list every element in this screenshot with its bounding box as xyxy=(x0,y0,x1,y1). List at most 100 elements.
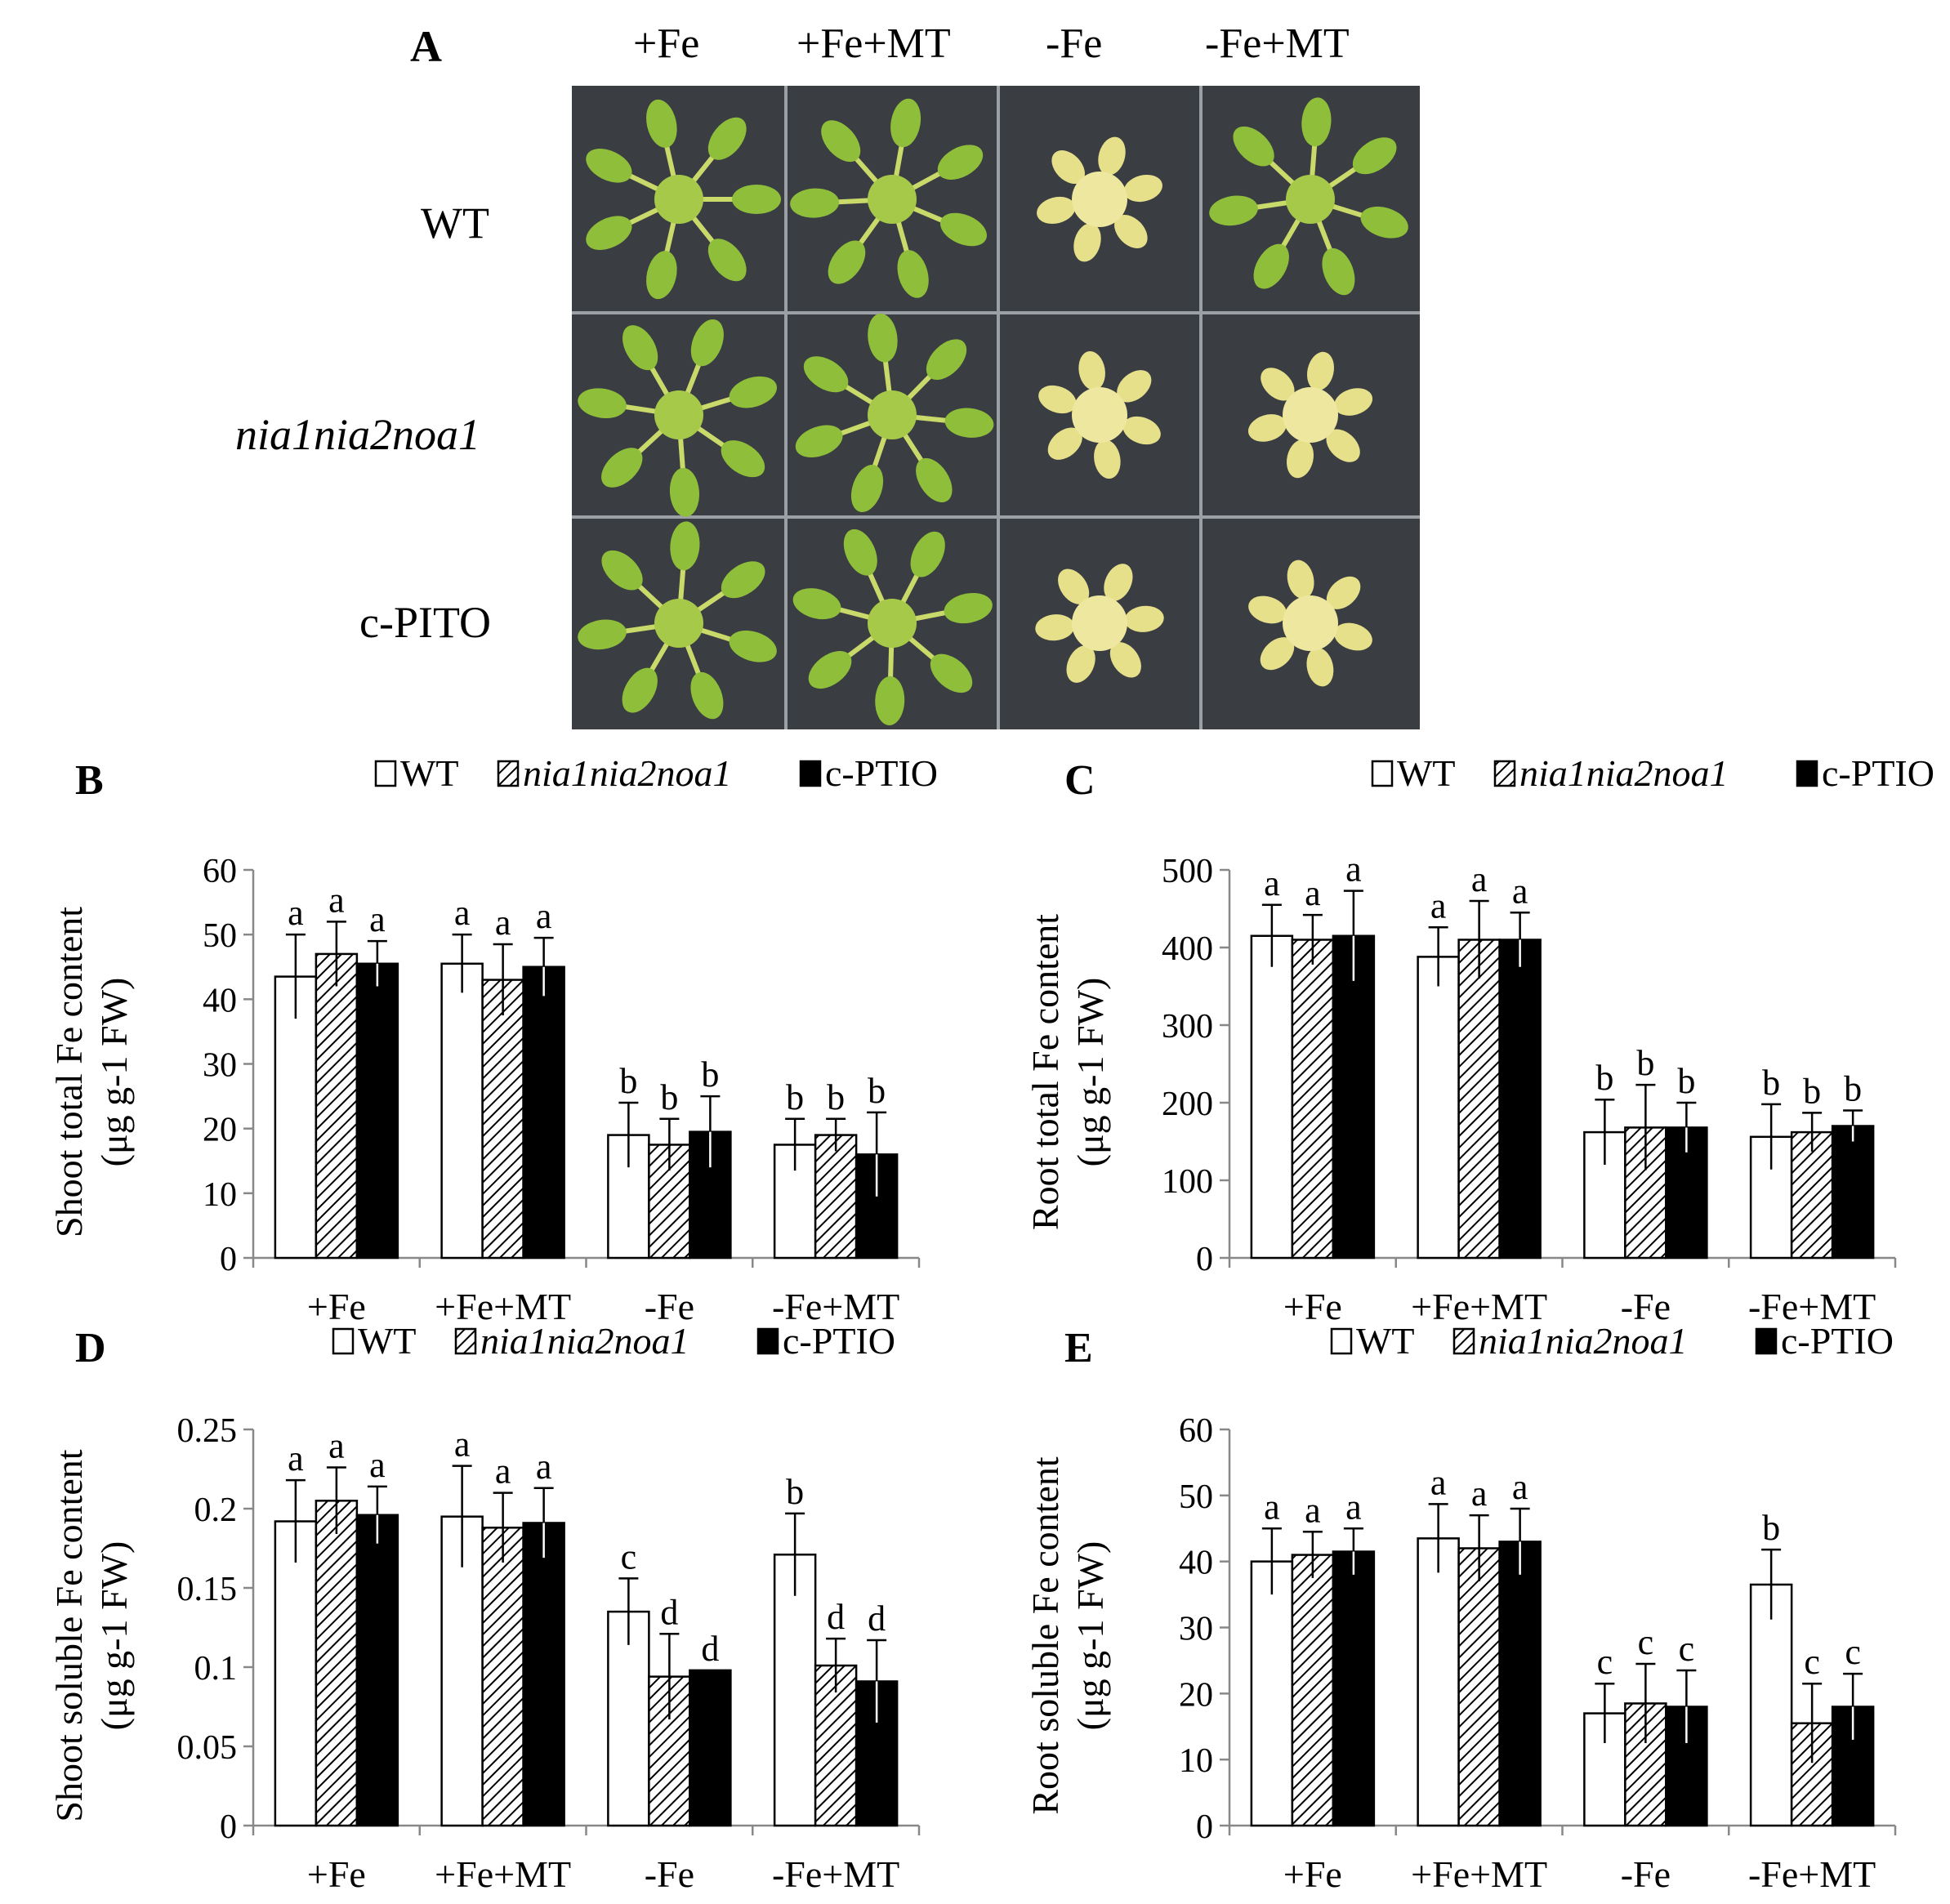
significance-letter: b xyxy=(1762,1508,1780,1548)
y-tick-label: 50 xyxy=(1179,1478,1213,1516)
y-tick-label: 10 xyxy=(203,1176,237,1214)
seedling-r0-c0 xyxy=(586,99,781,300)
significance-letter: c xyxy=(1804,1642,1820,1682)
y-axis-label: Root soluble Fe content (μg g-1 FW) xyxy=(1024,1456,1111,1814)
y-tick-label: 500 xyxy=(1162,853,1213,890)
seedling-r0-c1 xyxy=(790,98,988,298)
significance-letter: a xyxy=(328,1426,345,1466)
x-tick-label: +Fe+MT xyxy=(1411,1853,1547,1895)
y-tick-label: 0 xyxy=(1196,1241,1213,1278)
error-bar xyxy=(618,1101,639,1168)
legend-swatch-0 xyxy=(374,760,397,787)
seedling-r2-c2 xyxy=(1035,564,1164,683)
error-bar xyxy=(452,933,472,993)
significance-letter: a xyxy=(495,903,511,943)
bar-WT-0 xyxy=(274,1520,318,1827)
significance-letter: b xyxy=(827,1077,845,1117)
bar-c-PTIO-3 xyxy=(1831,1706,1875,1827)
legend-label-1: nia1nia2noa1 xyxy=(1479,1320,1688,1362)
svg-text:(μg g-1 FW): (μg g-1 FW) xyxy=(1069,1541,1111,1731)
legend-label-2: c-PTIO xyxy=(783,1320,895,1362)
significance-letter: a xyxy=(1512,871,1528,911)
error-bar xyxy=(367,1485,387,1544)
svg-text:(μg g-1 FW): (μg g-1 FW) xyxy=(1069,978,1111,1167)
panel-a-row-label-wt: WT xyxy=(421,198,489,247)
seedling-r1-c1 xyxy=(795,313,994,512)
legend-swatch-2 xyxy=(1796,760,1818,787)
y-tick-label: 10 xyxy=(1179,1742,1213,1780)
legend-label-2: c-PTIO xyxy=(1822,752,1934,794)
bar-c-PTIO-0 xyxy=(1332,934,1376,1260)
error-bar xyxy=(826,1637,846,1693)
y-tick-label: 40 xyxy=(203,982,237,1019)
significance-letter: a xyxy=(369,899,386,939)
y-tick-label: 30 xyxy=(203,1047,237,1085)
significance-letter: a xyxy=(369,1445,386,1485)
error-bar xyxy=(1261,903,1282,967)
error-bar xyxy=(1676,1669,1697,1743)
seedling-r1-c3 xyxy=(1247,351,1373,479)
seedling-r2-c1 xyxy=(792,528,993,725)
significance-letter: b xyxy=(701,1055,719,1095)
error-bar xyxy=(1595,1098,1615,1165)
error-bar xyxy=(452,1465,472,1567)
y-tick-label: 0.25 xyxy=(177,1412,238,1450)
x-tick-label: -Fe xyxy=(645,1286,694,1323)
significance-letter: a xyxy=(454,893,471,933)
bar-nia1nia2noa1-1 xyxy=(1457,1547,1501,1827)
error-bar xyxy=(1802,1682,1823,1764)
error-bar xyxy=(867,1111,887,1197)
significance-letter: d xyxy=(701,1629,719,1669)
error-bar xyxy=(1261,1527,1282,1595)
panel-a-row-label-mutant: nia1nia2noa1 xyxy=(235,410,481,459)
bar-c-PTIO-1 xyxy=(1498,939,1542,1260)
error-bar xyxy=(1428,926,1448,987)
significance-letter: c xyxy=(1679,1629,1695,1669)
x-tick-label: +Fe xyxy=(1283,1853,1342,1895)
chart-e: E WT nia1nia2noa1 c-PTIO Root soluble Fe con… xyxy=(1024,1320,1897,1895)
y-tick-label: 300 xyxy=(1162,1008,1213,1046)
bar-c-PTIO-1 xyxy=(522,1522,565,1827)
error-bar xyxy=(1761,1548,1782,1620)
significance-letter: a xyxy=(495,1451,511,1492)
y-axis-label: Shoot total Fe content (μg g-1 FW) xyxy=(48,907,135,1237)
chart-c: C WT nia1nia2noa1 c-PTIO Root total Fe conte… xyxy=(1024,752,1934,1323)
y-tick-label: 0.2 xyxy=(194,1492,238,1529)
significance-letter: a xyxy=(536,1447,552,1487)
error-bar xyxy=(1635,1083,1656,1170)
bar-nia1nia2noa1-0 xyxy=(315,952,359,1260)
bar-WT-3 xyxy=(773,1554,817,1827)
error-bar xyxy=(826,1117,846,1152)
svg-text:Root soluble Fe content: Root soluble Fe content xyxy=(1024,1456,1066,1814)
plate-grid xyxy=(572,86,1420,729)
x-tick-label: -Fe xyxy=(1621,1286,1671,1323)
y-tick-label: 30 xyxy=(1179,1611,1213,1648)
significance-letter: b xyxy=(868,1071,886,1111)
bar-nia1nia2noa1-1 xyxy=(481,979,524,1260)
y-tick-label: 40 xyxy=(1179,1545,1213,1582)
bar-c-PTIO-3 xyxy=(1831,1125,1875,1260)
panel-letter: B xyxy=(75,757,104,804)
bar-nia1nia2noa1-2 xyxy=(1624,1126,1667,1260)
significance-letter: c xyxy=(1845,1632,1861,1672)
error-bar xyxy=(1843,1109,1863,1142)
svg-text:Shoot soluble Fe content: Shoot soluble Fe content xyxy=(48,1449,90,1822)
seedling-photo xyxy=(572,86,1420,729)
significance-letter: a xyxy=(1305,1490,1321,1530)
y-tick-label: 200 xyxy=(1162,1086,1213,1123)
panel-a-col-label-minus-fe-mt: -Fe+MT xyxy=(1205,20,1350,67)
bar-nia1nia2noa1-0 xyxy=(1291,1554,1335,1827)
significance-letter: b xyxy=(1677,1061,1695,1101)
bar-WT-1 xyxy=(440,1515,484,1827)
error-bar xyxy=(493,943,513,1016)
error-bar xyxy=(785,1117,805,1171)
legend-swatch-2 xyxy=(756,1327,779,1355)
significance-letter: c xyxy=(1597,1642,1613,1682)
x-tick-label: +Fe xyxy=(307,1853,366,1895)
legend-swatch-1 xyxy=(454,1327,477,1355)
significance-letter: b xyxy=(1595,1058,1613,1098)
x-tick-label: -Fe+MT xyxy=(1748,1853,1876,1895)
y-tick-label: 20 xyxy=(203,1112,237,1149)
error-bar xyxy=(1343,1527,1363,1575)
y-tick-label: 0 xyxy=(220,1241,237,1278)
